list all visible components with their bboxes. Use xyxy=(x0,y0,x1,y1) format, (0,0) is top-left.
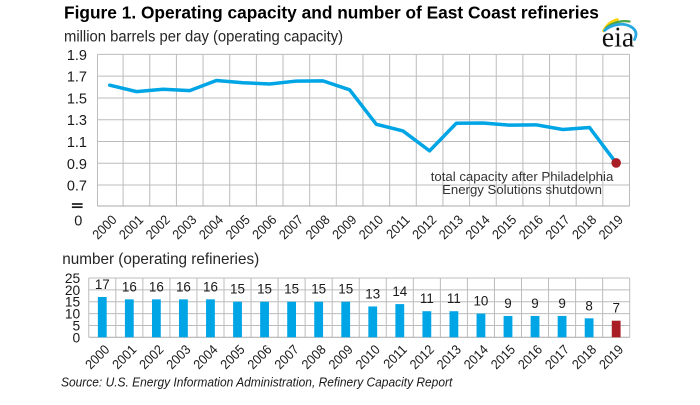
svg-text:15: 15 xyxy=(284,282,299,297)
svg-text:14: 14 xyxy=(392,284,407,299)
svg-text:2017: 2017 xyxy=(542,212,573,243)
svg-text:2005: 2005 xyxy=(222,212,253,243)
svg-text:13: 13 xyxy=(365,286,380,301)
svg-text:16: 16 xyxy=(176,279,191,294)
svg-text:2001: 2001 xyxy=(116,212,147,243)
svg-text:2008: 2008 xyxy=(298,342,329,373)
svg-text:eia: eia xyxy=(602,23,635,54)
svg-text:2011: 2011 xyxy=(380,342,410,372)
svg-text:Energy Solutions shutdown: Energy Solutions shutdown xyxy=(442,182,602,197)
svg-text:9: 9 xyxy=(531,296,538,311)
svg-text:1.7: 1.7 xyxy=(67,70,87,86)
svg-text:0: 0 xyxy=(73,330,81,345)
svg-text:0.7: 0.7 xyxy=(67,179,87,195)
svg-text:10: 10 xyxy=(473,294,488,309)
svg-text:2019: 2019 xyxy=(596,342,627,373)
svg-text:2012: 2012 xyxy=(409,212,440,243)
svg-text:9: 9 xyxy=(504,296,511,311)
svg-text:number (operating refineries): number (operating refineries) xyxy=(62,251,259,268)
svg-text:11: 11 xyxy=(447,291,461,306)
svg-text:1.5: 1.5 xyxy=(67,91,87,107)
svg-text:2010: 2010 xyxy=(352,342,383,373)
svg-text:15: 15 xyxy=(257,282,272,297)
svg-text:2016: 2016 xyxy=(516,212,547,243)
svg-text:9: 9 xyxy=(558,296,565,311)
svg-text:2009: 2009 xyxy=(325,342,356,373)
svg-text:11: 11 xyxy=(420,291,434,306)
svg-text:2006: 2006 xyxy=(249,212,280,243)
svg-text:2002: 2002 xyxy=(142,212,173,243)
svg-text:10: 10 xyxy=(65,307,81,322)
svg-text:Source: U.S. Energy Informatio: Source: U.S. Energy Information Administ… xyxy=(61,375,453,389)
svg-text:5: 5 xyxy=(73,318,81,333)
svg-text:15: 15 xyxy=(65,295,81,310)
svg-text:2004: 2004 xyxy=(190,342,221,373)
svg-text:2000: 2000 xyxy=(82,342,113,373)
svg-text:2019: 2019 xyxy=(596,212,627,243)
svg-text:15: 15 xyxy=(338,282,353,297)
svg-text:20: 20 xyxy=(65,283,81,298)
svg-text:0: 0 xyxy=(74,214,82,230)
svg-text:2015: 2015 xyxy=(489,212,520,243)
svg-text:15: 15 xyxy=(230,282,245,297)
svg-text:8: 8 xyxy=(585,298,592,313)
svg-text:15: 15 xyxy=(311,282,326,297)
svg-text:1.9: 1.9 xyxy=(67,48,87,64)
svg-text:million barrels per day (opera: million barrels per day (operating capac… xyxy=(64,28,343,45)
svg-text:7: 7 xyxy=(612,301,619,316)
svg-text:16: 16 xyxy=(149,279,164,294)
svg-text:2016: 2016 xyxy=(515,342,546,373)
svg-text:25: 25 xyxy=(65,271,81,286)
svg-text:17: 17 xyxy=(95,277,110,292)
svg-text:2011: 2011 xyxy=(383,212,413,242)
svg-text:2004: 2004 xyxy=(196,212,227,243)
svg-text:2013: 2013 xyxy=(436,212,467,243)
svg-text:2003: 2003 xyxy=(169,212,200,243)
svg-text:2014: 2014 xyxy=(462,212,493,243)
svg-text:2000: 2000 xyxy=(89,212,120,243)
svg-text:Figure 1. Operating capacity a: Figure 1. Operating capacity and number … xyxy=(64,2,599,22)
svg-text:16: 16 xyxy=(122,279,137,294)
svg-text:2012: 2012 xyxy=(406,342,437,373)
svg-text:2010: 2010 xyxy=(356,212,387,243)
svg-text:2006: 2006 xyxy=(244,342,275,373)
svg-text:2002: 2002 xyxy=(136,342,167,373)
svg-text:2018: 2018 xyxy=(569,212,600,243)
svg-text:2017: 2017 xyxy=(542,342,573,373)
svg-text:total capacity after Philadelp: total capacity after Philadelphia xyxy=(431,169,614,184)
svg-text:2008: 2008 xyxy=(302,212,333,243)
svg-text:1.1: 1.1 xyxy=(67,135,87,151)
svg-text:0.9: 0.9 xyxy=(67,157,87,173)
svg-text:2015: 2015 xyxy=(488,342,519,373)
svg-text:2005: 2005 xyxy=(217,342,248,373)
svg-text:2018: 2018 xyxy=(569,342,600,373)
svg-text:2013: 2013 xyxy=(434,342,465,373)
svg-text:2003: 2003 xyxy=(163,342,194,373)
svg-text:2007: 2007 xyxy=(271,342,302,373)
svg-text:2001: 2001 xyxy=(109,342,140,373)
svg-text:2007: 2007 xyxy=(276,212,307,243)
svg-text:1.3: 1.3 xyxy=(67,113,87,129)
svg-text:2009: 2009 xyxy=(329,212,360,243)
svg-text:16: 16 xyxy=(203,279,218,294)
svg-text:2014: 2014 xyxy=(461,342,492,373)
